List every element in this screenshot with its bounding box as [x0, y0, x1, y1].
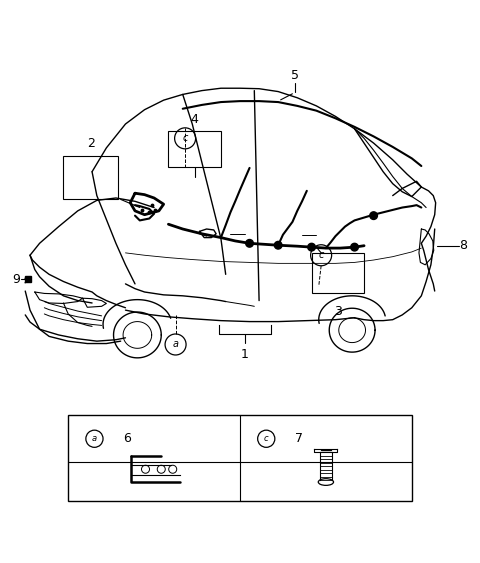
Text: c: c — [318, 250, 324, 260]
Circle shape — [351, 243, 359, 251]
Text: a: a — [92, 434, 97, 443]
Text: 9: 9 — [12, 272, 20, 285]
Circle shape — [370, 212, 377, 220]
Text: 1: 1 — [241, 348, 249, 361]
Text: 6: 6 — [123, 432, 131, 445]
Text: 7: 7 — [295, 432, 303, 445]
Text: 3: 3 — [334, 305, 342, 318]
Text: 4: 4 — [191, 113, 199, 127]
Circle shape — [246, 239, 253, 247]
Circle shape — [275, 242, 282, 249]
Circle shape — [308, 243, 315, 251]
Text: c: c — [264, 434, 268, 443]
Text: a: a — [173, 339, 179, 350]
Text: 8: 8 — [459, 239, 468, 252]
Text: c: c — [182, 133, 188, 144]
Text: 2: 2 — [87, 137, 95, 150]
Text: 5: 5 — [291, 69, 299, 82]
